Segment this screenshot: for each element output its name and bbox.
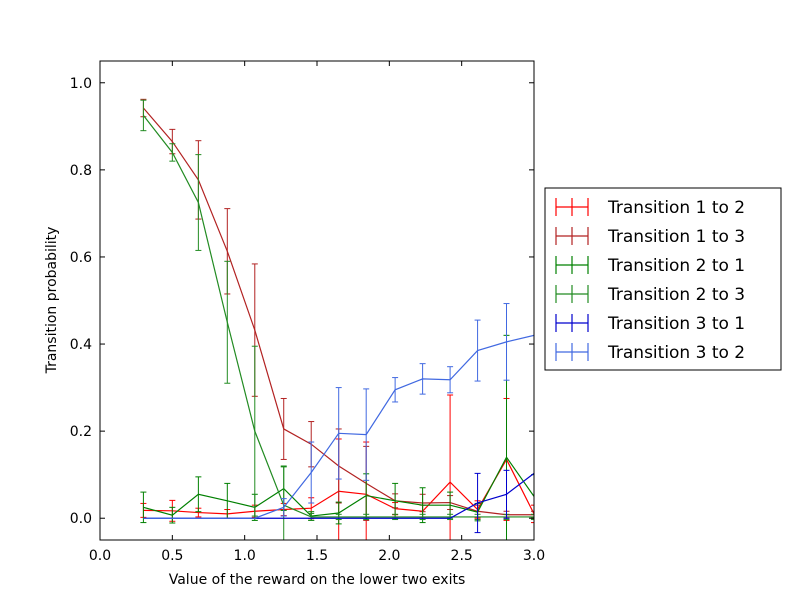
x-tick-label: 2.0	[378, 548, 400, 564]
error-bar	[447, 394, 454, 540]
y-tick-label: 0.8	[70, 163, 92, 179]
legend-label: Transition 3 to 1	[607, 314, 745, 334]
error-bar	[503, 303, 510, 381]
legend-label: Transition 1 to 3	[607, 227, 745, 247]
error-bar	[195, 476, 202, 513]
error-bar	[140, 491, 147, 524]
y-tick-label: 0.4	[70, 337, 92, 353]
x-tick-label: 3.0	[523, 548, 545, 564]
error-bar	[531, 504, 534, 524]
error-bar	[531, 513, 534, 521]
series-layer	[140, 98, 534, 540]
x-tick-label: 1.0	[234, 548, 256, 564]
y-tick-label: 0.0	[70, 511, 92, 527]
legend-key	[555, 198, 589, 216]
legend: Transition 1 to 2 Transition 1 to 3 Transi…	[544, 187, 782, 371]
y-tick-label: 0.2	[70, 424, 92, 440]
error-bar	[503, 469, 510, 519]
legend-label: Transition 2 to 1	[607, 256, 745, 276]
legend-key	[555, 285, 589, 303]
legend-entry: Transition 3 to 1	[555, 314, 745, 334]
error-bar	[363, 388, 370, 481]
error-bar	[195, 154, 202, 251]
error-bar	[308, 441, 315, 504]
error-bar	[169, 506, 176, 524]
legend-frame	[544, 187, 782, 371]
error-bar	[335, 387, 342, 480]
error-bar	[447, 366, 454, 394]
error-bar	[251, 345, 258, 517]
legend-entry: Transition 2 to 3	[555, 285, 745, 305]
x-tick-label: 1.5	[306, 548, 328, 564]
error-bar	[280, 397, 287, 460]
legend-label: Transition 2 to 3	[607, 285, 745, 305]
error-bar	[308, 512, 315, 521]
y-tick-label: 0.6	[70, 250, 92, 266]
error-bar	[419, 363, 426, 395]
x-tick-label: 0.0	[89, 548, 111, 564]
y-tick-label: 1.0	[70, 76, 92, 92]
legend-key	[555, 256, 589, 274]
legend-label: Transition 1 to 2	[607, 198, 745, 218]
legend-label: Transition 3 to 2	[607, 343, 745, 363]
legend-key	[555, 227, 589, 245]
y-axis-title: Transition probability	[44, 227, 60, 375]
ticks-layer: 0.0 0.5 1.0 1.5 2.0 2.5 3.0 0.0 0.2 0.4 0.6 0.8 1.0	[70, 61, 545, 564]
x-tick-label: 2.5	[451, 548, 473, 564]
legend-key	[555, 314, 589, 332]
x-tick-label: 0.5	[161, 548, 183, 564]
error-bar	[335, 501, 342, 525]
error-bar	[169, 143, 176, 162]
error-bar	[392, 377, 399, 403]
error-bar	[280, 498, 287, 517]
legend-entry: Transition 2 to 1	[555, 256, 745, 276]
error-bar	[474, 472, 481, 534]
legend-entry: Transition 1 to 2	[555, 198, 745, 218]
error-bar	[140, 99, 147, 132]
error-bar	[224, 260, 231, 384]
legend-entry: Transition 1 to 3	[555, 227, 745, 247]
series-4	[140, 99, 534, 540]
x-axis-title: Value of the reward on the lower two exi…	[169, 572, 466, 588]
error-bar	[474, 319, 481, 382]
series-6	[143, 303, 534, 519]
legend-key	[555, 343, 589, 361]
legend-entry: Transition 3 to 2	[555, 343, 745, 363]
